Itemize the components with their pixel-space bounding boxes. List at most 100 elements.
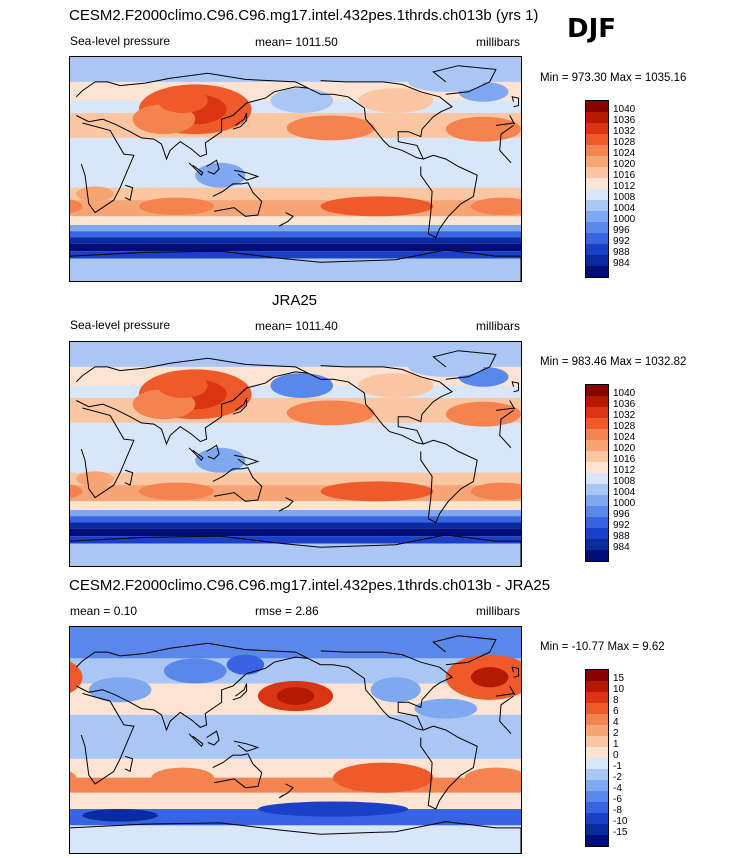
panel1-colorbar bbox=[585, 100, 609, 278]
field-anomaly bbox=[445, 401, 521, 427]
coastline bbox=[232, 397, 248, 415]
field-anomaly bbox=[70, 199, 83, 214]
colorbar-tick-label: 984 bbox=[613, 542, 630, 553]
colorbar-bin bbox=[586, 266, 608, 277]
colorbar-tick-label: -1 bbox=[613, 761, 622, 772]
colorbar-bin bbox=[586, 791, 608, 802]
colorbar-bin bbox=[586, 681, 608, 692]
colorbar-tick-label: 1000 bbox=[613, 498, 636, 509]
field-anomaly bbox=[70, 484, 83, 499]
colorbar-tick-label: 1040 bbox=[613, 388, 636, 399]
coastline bbox=[188, 447, 204, 462]
field-band bbox=[70, 809, 521, 826]
colorbar-bin bbox=[586, 714, 608, 725]
field-band bbox=[70, 251, 521, 259]
coastline bbox=[278, 783, 294, 799]
coastline bbox=[432, 635, 497, 666]
field-anomaly bbox=[358, 373, 434, 398]
colorbar-bin bbox=[586, 780, 608, 791]
colorbar-tick-label: 1032 bbox=[613, 126, 636, 137]
panel3-mean-label: mean = 0.10 bbox=[70, 604, 138, 618]
coastline bbox=[124, 469, 134, 486]
panel2-map bbox=[69, 341, 522, 567]
field-band bbox=[70, 485, 521, 502]
coastline bbox=[278, 497, 294, 512]
panel1-units-label: millibars bbox=[476, 35, 521, 49]
coastline bbox=[206, 159, 220, 175]
coastline bbox=[420, 439, 478, 524]
panel2-minmax: Min = 983.46 Max = 1032.82 bbox=[540, 356, 687, 368]
field-anomaly bbox=[70, 661, 83, 694]
field-anomaly bbox=[138, 197, 215, 216]
colorbar-tick-label: 996 bbox=[613, 225, 630, 236]
field-anomaly bbox=[276, 687, 315, 705]
field-band bbox=[70, 522, 521, 529]
field-band bbox=[70, 472, 521, 486]
coastline bbox=[278, 212, 294, 227]
field-anomaly bbox=[157, 373, 208, 398]
colorbar-bin bbox=[586, 101, 608, 112]
colorbar-bin bbox=[586, 233, 608, 244]
colorbar-bin bbox=[586, 418, 608, 429]
field-band bbox=[70, 658, 521, 684]
colorbar-tick-label: 1008 bbox=[613, 192, 636, 203]
field-anomaly bbox=[195, 162, 246, 188]
coastline bbox=[80, 693, 515, 785]
field-anomaly bbox=[226, 654, 265, 675]
coastline bbox=[80, 407, 515, 499]
field-band bbox=[70, 231, 521, 238]
field-anomaly bbox=[470, 197, 521, 216]
panel3-rmse-label: rmse = 2.86 bbox=[255, 604, 319, 618]
colorbar-bin bbox=[586, 178, 608, 189]
coastline bbox=[212, 467, 263, 502]
field-anomaly bbox=[320, 481, 434, 502]
coastline bbox=[234, 740, 260, 752]
field-anomaly bbox=[286, 400, 375, 426]
colorbar-tick-label: 984 bbox=[613, 258, 630, 269]
colorbar-bin bbox=[586, 123, 608, 134]
colorbar-tick-label: 2 bbox=[613, 728, 619, 739]
field-anomaly bbox=[163, 658, 227, 684]
field-anomaly bbox=[333, 762, 434, 793]
field-band bbox=[70, 243, 521, 252]
colorbar-bin bbox=[586, 440, 608, 451]
colorbar-bin bbox=[586, 692, 608, 703]
colorbar-tick-label: 1012 bbox=[613, 465, 636, 476]
colorbar-bin bbox=[586, 484, 608, 495]
field-band bbox=[70, 758, 521, 778]
colorbar-tick-label: -8 bbox=[613, 805, 622, 816]
coastline bbox=[234, 454, 260, 466]
colorbar-tick-label: -2 bbox=[613, 772, 622, 783]
coastline bbox=[75, 72, 516, 161]
colorbar-tick-label: -15 bbox=[613, 827, 628, 838]
coastline bbox=[206, 730, 220, 746]
colorbar-tick-label: -4 bbox=[613, 783, 622, 794]
field-anomaly bbox=[151, 767, 215, 788]
field-band bbox=[70, 137, 521, 188]
colorbar-bin bbox=[586, 145, 608, 156]
panel3-minmax: Min = -10.77 Max = 9.62 bbox=[540, 641, 665, 653]
colorbar-tick-label: 15 bbox=[613, 673, 625, 684]
colorbar-tick-label: 8 bbox=[613, 695, 619, 706]
colorbar-bin bbox=[586, 385, 608, 396]
field-anomaly bbox=[270, 373, 334, 398]
colorbar-tick-label: 992 bbox=[613, 520, 630, 531]
colorbar-tick-label: 6 bbox=[613, 706, 619, 717]
colorbar-bin bbox=[586, 244, 608, 255]
colorbar-tick-label: -10 bbox=[613, 816, 628, 827]
field-anomaly bbox=[270, 88, 334, 113]
colorbar-bin bbox=[586, 255, 608, 266]
colorbar-tick-label: 988 bbox=[613, 247, 630, 258]
coastline bbox=[188, 733, 204, 748]
colorbar-bin bbox=[586, 835, 608, 846]
field-anomaly bbox=[138, 482, 215, 501]
coastline bbox=[232, 683, 248, 701]
field-anomaly bbox=[286, 115, 375, 141]
colorbar-bin bbox=[586, 802, 608, 813]
panel2-colorbar bbox=[585, 384, 609, 562]
colorbar-tick-label: 0 bbox=[613, 750, 619, 761]
coastline bbox=[432, 350, 497, 380]
field-band bbox=[70, 825, 521, 853]
colorbar-bin bbox=[586, 462, 608, 473]
colorbar-bin bbox=[586, 824, 608, 835]
